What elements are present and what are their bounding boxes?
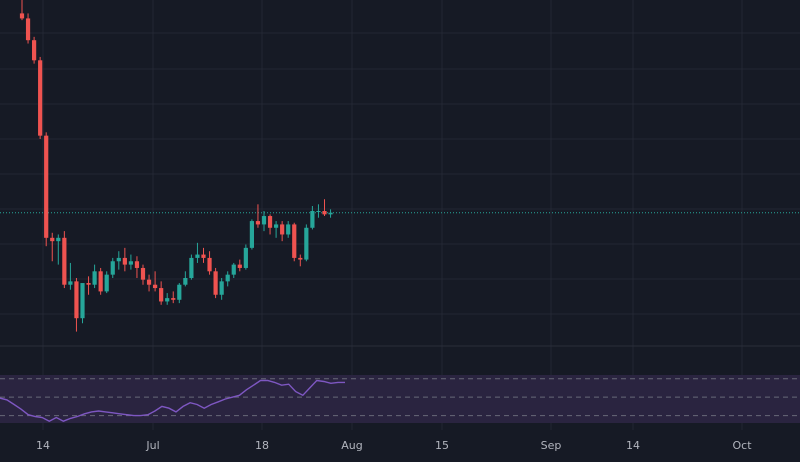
candle-body[interactable] xyxy=(128,261,133,265)
candle-body[interactable] xyxy=(316,211,321,213)
candle-body[interactable] xyxy=(292,224,297,258)
candle-body[interactable] xyxy=(134,261,140,268)
candle-body[interactable] xyxy=(207,257,212,272)
candle-body[interactable] xyxy=(249,221,254,248)
candle-body[interactable] xyxy=(231,264,236,275)
candle-body[interactable] xyxy=(19,13,25,19)
candle-body[interactable] xyxy=(146,279,152,285)
candle-body[interactable] xyxy=(62,237,67,285)
x-tick-label: Oct xyxy=(732,439,752,452)
candle-body[interactable] xyxy=(171,298,176,300)
candle-body[interactable] xyxy=(322,211,327,215)
candle-body[interactable] xyxy=(280,224,285,235)
candle-body[interactable] xyxy=(68,281,73,285)
candle-body[interactable] xyxy=(80,283,85,319)
candle-body[interactable] xyxy=(159,288,164,302)
x-tick-label: Aug xyxy=(341,439,362,452)
candle-body[interactable] xyxy=(92,271,97,285)
candle-body[interactable] xyxy=(56,237,61,242)
x-tick-label: 14 xyxy=(36,439,50,452)
candle-body[interactable] xyxy=(104,274,109,292)
candle-body[interactable] xyxy=(237,264,242,268)
candle-body[interactable] xyxy=(189,257,194,279)
candle-body[interactable] xyxy=(44,135,49,238)
candle-body[interactable] xyxy=(50,237,55,242)
x-tick-label: 18 xyxy=(255,439,269,452)
candle-body[interactable] xyxy=(195,254,200,258)
candle-body[interactable] xyxy=(110,261,115,275)
candle-body[interactable] xyxy=(116,257,121,262)
x-tick-label: 15 xyxy=(435,439,449,452)
candle-body[interactable] xyxy=(153,284,158,289)
candle-body[interactable] xyxy=(177,284,182,300)
candle-body[interactable] xyxy=(267,216,273,228)
candle-body[interactable] xyxy=(274,224,279,228)
rsi-line xyxy=(0,379,345,422)
candle-body[interactable] xyxy=(298,257,303,260)
x-tick-label: 14 xyxy=(626,439,640,452)
candle-body[interactable] xyxy=(140,267,146,280)
candle-body[interactable] xyxy=(310,211,315,228)
candle-body[interactable] xyxy=(255,221,261,225)
candle-body[interactable] xyxy=(261,216,267,225)
candle-body[interactable] xyxy=(32,40,37,61)
candle-body[interactable] xyxy=(165,298,170,302)
candle-body[interactable] xyxy=(219,281,224,295)
candle-body[interactable] xyxy=(225,274,230,282)
candle-body[interactable] xyxy=(86,283,91,285)
candle-body[interactable] xyxy=(201,254,206,258)
candle-body[interactable] xyxy=(183,278,188,285)
candle-body[interactable] xyxy=(304,227,309,260)
candle-body[interactable] xyxy=(98,271,103,292)
candle-body[interactable] xyxy=(243,247,248,268)
candle-body[interactable] xyxy=(286,224,291,235)
candle-body[interactable] xyxy=(74,281,79,319)
x-tick-label: Jul xyxy=(145,439,159,452)
candle-body[interactable] xyxy=(213,271,218,295)
candle-body[interactable] xyxy=(38,60,43,136)
candle-body[interactable] xyxy=(122,257,127,265)
candle-body[interactable] xyxy=(328,212,333,215)
x-tick-label: Sep xyxy=(541,439,562,452)
candle-body[interactable] xyxy=(25,18,31,41)
